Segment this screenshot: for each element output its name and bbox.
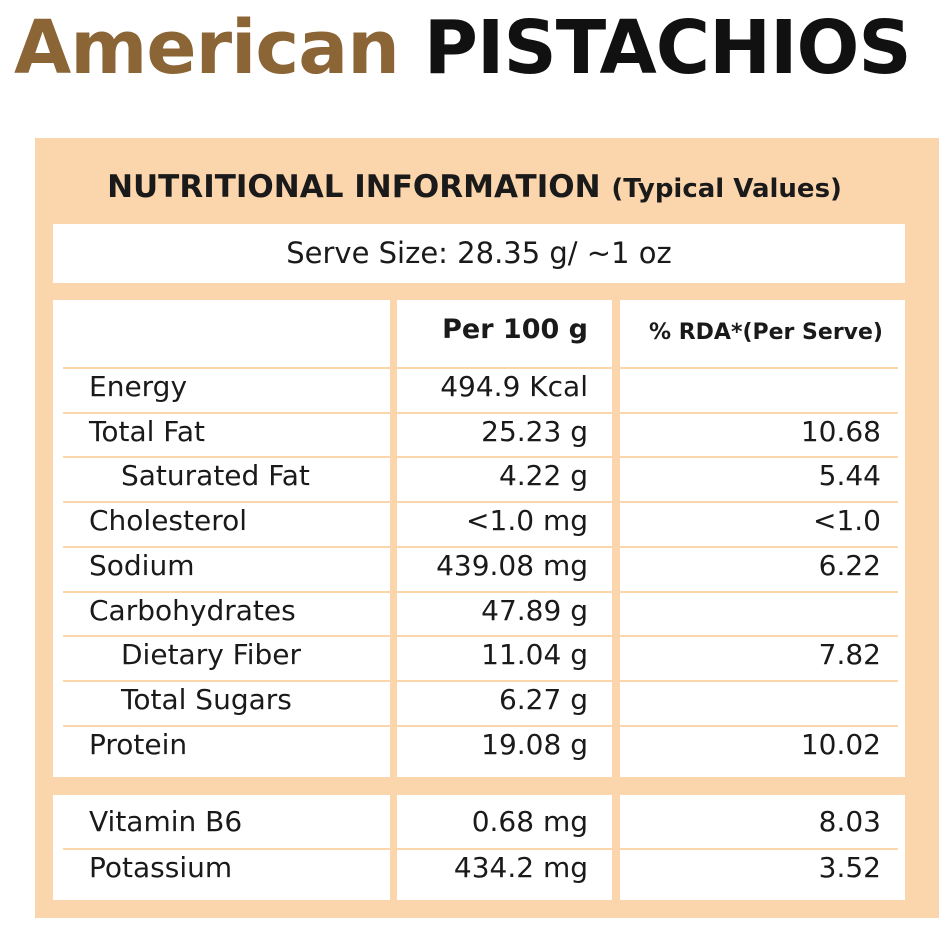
row-divider [63, 725, 898, 727]
header-rda: % RDA*(Per Serve) [649, 320, 883, 345]
serve-size: Serve Size: 28.35 g/ ~1 oz [53, 224, 905, 283]
heading-main: NUTRITIONAL INFORMATION [107, 169, 601, 205]
brand-name: American [14, 5, 400, 91]
nutrient-per100: <1.0 mg [466, 504, 588, 537]
nutrient-name: Cholesterol [89, 504, 248, 537]
nutrient-rda: 10.68 [800, 415, 881, 448]
micronutrient-per100: 0.68 mg [471, 805, 588, 838]
col-rda-panel [620, 300, 905, 777]
micronutrient-per100: 434.2 mg [453, 851, 588, 884]
page-title: American PISTACHIOS [14, 2, 912, 94]
product-name: PISTACHIOS [423, 5, 912, 91]
nutrient-rda: 6.22 [818, 549, 881, 582]
micronutrient-name: Potassium [89, 851, 233, 884]
micro-name-panel [53, 795, 390, 900]
nutrient-rda: 5.44 [818, 459, 881, 492]
col-per100-panel [397, 300, 612, 777]
row-divider [63, 680, 898, 682]
micro-rda-panel [620, 795, 905, 900]
nutrient-name: Protein [89, 728, 188, 761]
row-divider [63, 456, 898, 458]
col-name-panel [53, 300, 390, 777]
micronutrient-rda: 3.52 [818, 851, 881, 884]
row-divider [63, 546, 898, 548]
row-divider [63, 591, 898, 593]
nutrient-name: Sodium [89, 549, 195, 582]
nutrient-per100: 6.27 g [498, 683, 588, 716]
micronutrient-name: Vitamin B6 [89, 805, 243, 838]
nutrient-per100: 494.9 Kcal [440, 370, 588, 403]
nutrient-name: Total Fat [89, 415, 205, 448]
nutrition-heading: NUTRITIONAL INFORMATION (Typical Values) [0, 160, 949, 216]
nutrient-rda: <1.0 [813, 504, 881, 537]
nutrient-per100: 439.08 mg [436, 549, 588, 582]
nutrient-per100: 11.04 g [481, 638, 588, 671]
nutrient-per100: 47.89 g [481, 594, 588, 627]
row-divider [63, 501, 898, 503]
nutrient-per100: 25.23 g [481, 415, 588, 448]
row-divider [63, 635, 898, 637]
nutrient-name: Total Sugars [121, 683, 292, 716]
micro-per100-panel [397, 795, 612, 900]
nutrient-rda: 7.82 [818, 638, 881, 671]
nutrient-rda: 10.02 [800, 728, 881, 761]
row-divider [63, 848, 898, 850]
header-per100: Per 100 g [442, 314, 588, 345]
nutrient-name: Energy [89, 370, 188, 403]
nutrient-name: Saturated Fat [121, 459, 310, 492]
nutrient-name: Dietary Fiber [121, 638, 302, 671]
row-divider [63, 412, 898, 414]
nutrient-name: Carbohydrates [89, 594, 296, 627]
row-divider [63, 367, 898, 369]
nutrient-per100: 4.22 g [498, 459, 588, 492]
micronutrient-rda: 8.03 [818, 805, 881, 838]
heading-sub: (Typical Values) [611, 174, 842, 204]
nutrient-per100: 19.08 g [481, 728, 588, 761]
